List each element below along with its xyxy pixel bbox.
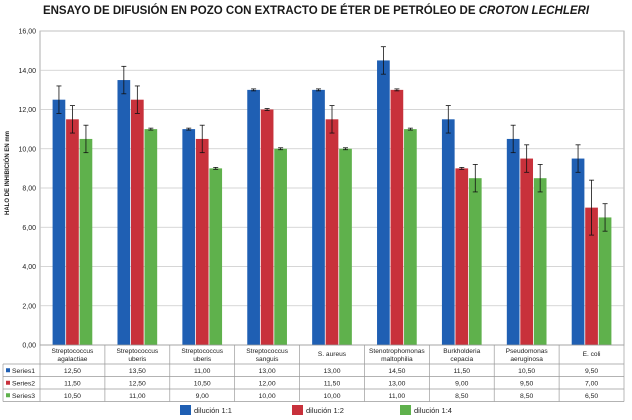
legend-label: dilución 1:2	[306, 406, 344, 415]
table-value: 10,00	[323, 393, 340, 400]
table-value: 12,50	[64, 368, 81, 375]
bar-series1	[312, 89, 325, 345]
bar-series2	[130, 99, 144, 345]
category-label: Pseudomonas	[506, 348, 549, 355]
y-tick-label: 16,00	[18, 29, 36, 36]
category-label: Streptococcus	[181, 348, 223, 355]
bar-series3	[468, 178, 482, 345]
series-name: Series3	[12, 393, 35, 400]
bar-series2	[195, 138, 209, 345]
table-value: 13,50	[129, 368, 146, 375]
bar-series1	[52, 99, 66, 345]
table-value: 13,00	[323, 368, 340, 375]
bar-series3	[79, 138, 93, 345]
table-value: 9,00	[196, 393, 209, 400]
table-value: 6,50	[585, 393, 598, 400]
table-value: 10,50	[64, 393, 81, 400]
table-value: 9,50	[520, 380, 533, 387]
bar-series1	[441, 119, 455, 345]
table-value: 10,50	[518, 368, 535, 375]
bar-series1	[182, 129, 196, 345]
legend-label: dilución 1:4	[414, 406, 452, 415]
table-value: 8,50	[520, 393, 533, 400]
bar-series2	[66, 119, 79, 345]
bar-series3	[144, 129, 158, 345]
category-label: uberis	[128, 356, 147, 363]
legend-label: dilución 1:1	[194, 406, 232, 415]
category-label: agalactiae	[57, 356, 87, 363]
bar-series1	[377, 60, 390, 345]
y-tick-label: 12,00	[18, 107, 36, 114]
bar-series2	[325, 119, 339, 345]
table-value: 11,50	[324, 380, 341, 387]
category-label: Burkholderia	[443, 348, 480, 355]
legend-swatch	[180, 405, 191, 415]
category-label: cepacia	[450, 356, 473, 363]
legend-swatch	[292, 405, 303, 415]
legend-swatch	[400, 405, 411, 415]
table-value: 10,00	[259, 393, 276, 400]
y-tick-label: 10,00	[18, 146, 36, 153]
bar-series2	[455, 168, 469, 345]
table-value: 12,50	[129, 380, 146, 387]
bar-series2	[260, 109, 274, 345]
bar-series1	[571, 158, 585, 345]
chart-title: ENSAYO DE DIFUSIÓN EN POZO CON EXTRACTO …	[0, 5, 632, 17]
y-tick-label: 0,00	[22, 343, 36, 350]
table-value: 11,50	[454, 368, 471, 375]
bar-series2	[390, 89, 404, 345]
category-label: S. aureus	[318, 351, 347, 358]
category-label: uberis	[193, 356, 212, 363]
category-label: Streptococcus	[52, 348, 94, 355]
category-label: Streptococcus	[116, 348, 158, 355]
y-tick-label: 2,00	[22, 303, 36, 310]
category-label: Stenotrophomonas	[369, 348, 425, 355]
bar-series1	[247, 89, 260, 345]
y-tick-label: 8,00	[22, 186, 36, 193]
table-value: 7,00	[585, 380, 598, 387]
chart-title-species: CROTON LECHLERI	[478, 5, 590, 17]
series-name: Series2	[12, 380, 35, 387]
bar-series3	[404, 129, 417, 345]
y-tick-label: 6,00	[22, 225, 36, 232]
bar-series3	[209, 168, 223, 345]
bar-series2	[585, 207, 598, 345]
table-value: 14,50	[388, 368, 405, 375]
bar-series1	[506, 138, 520, 345]
series-key-series2	[6, 380, 10, 385]
series-key-series3	[6, 393, 10, 398]
table-value: 9,50	[585, 368, 598, 375]
y-tick-label: 14,00	[18, 68, 36, 75]
category-label: maltophilia	[381, 356, 413, 363]
bar-series1	[117, 80, 131, 345]
bar-series3	[598, 217, 612, 345]
bar-series2	[520, 158, 534, 345]
category-label: sanguis	[256, 356, 279, 363]
table-value: 11,50	[64, 380, 81, 387]
bar-series3	[274, 148, 287, 345]
category-label: aeruginosa	[510, 356, 543, 363]
table-value: 12,00	[259, 380, 276, 387]
table-value: 13,00	[388, 380, 405, 387]
bar-series3	[533, 178, 547, 345]
series-name: Series1	[12, 368, 35, 375]
chart-title-main: ENSAYO DE DIFUSIÓN EN POZO CON EXTRACTO …	[42, 5, 476, 17]
table-value: 10,50	[194, 380, 211, 387]
series-key-series1	[6, 368, 10, 373]
table-value: 8,50	[455, 393, 468, 400]
table-value: 11,00	[389, 393, 406, 400]
table-value: 13,00	[259, 368, 276, 375]
table-value: 9,00	[455, 380, 468, 387]
table-value: 11,00	[129, 393, 146, 400]
y-tick-label: 4,00	[22, 264, 36, 271]
category-label: Streptococcus	[246, 348, 288, 355]
category-label: E. coli	[583, 351, 601, 358]
table-value: 11,00	[194, 368, 211, 375]
bar-series3	[339, 148, 352, 345]
